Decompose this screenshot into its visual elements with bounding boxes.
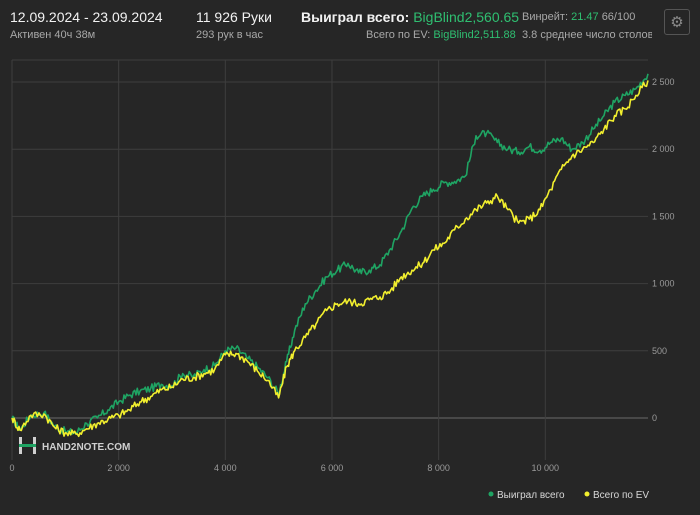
- hands-per-hour: 293 рук в час: [196, 29, 264, 41]
- y-tick-label: 500: [652, 346, 667, 356]
- legend-ev: Всего по EV: [593, 490, 649, 501]
- series-line-0: [11, 73, 649, 435]
- gear-icon[interactable]: ⚙: [664, 9, 690, 35]
- x-tick-label: 2 000: [107, 463, 130, 473]
- x-tick-label: 8 000: [427, 463, 450, 473]
- hands-count: 11 926 Руки: [196, 9, 272, 25]
- h2n-logo-icon: [19, 437, 36, 454]
- x-tick-label: 6 000: [321, 463, 344, 473]
- y-tick-label: 1 000: [652, 279, 675, 289]
- y-tick-label: 2 000: [652, 144, 675, 154]
- active-time: Активен 40ч 38м: [10, 29, 96, 41]
- legend-won: Выиграл всего: [497, 490, 565, 501]
- chart-legend: Выиграл всего Всего по EV: [488, 490, 649, 501]
- won-total-label: Выиграл всего:: [301, 9, 410, 25]
- ev-total: Всего по EV: BigBlind2,511.88: [366, 29, 516, 41]
- winrate-unit: 66/100: [601, 11, 636, 23]
- winrate-value: 21.47: [571, 11, 599, 23]
- ev-total-value: BigBlind2,511.88: [433, 29, 516, 41]
- winrate-label: Винрейт:: [522, 11, 569, 23]
- x-tick-label: 10 000: [532, 463, 560, 473]
- y-axis-ticks: 0 500 1 000 1 500 2 000 2 500: [652, 77, 675, 423]
- date-range: 12.09.2024 - 23.09.2024: [10, 9, 163, 25]
- watermark-text: HAND2NOTE.COM: [42, 442, 130, 453]
- won-total-value: BigBlind2,560.65: [413, 9, 520, 25]
- won-total: Выиграл всего: BigBlind2,560.65: [301, 9, 519, 25]
- winrate: Винрейт: 21.47 66/100: [522, 11, 635, 23]
- y-tick-label: 2 500: [652, 77, 675, 87]
- series-line-1: [11, 80, 649, 438]
- y-tick-label: 1 500: [652, 211, 675, 221]
- x-axis-ticks: 0 2 000 4 000 6 000 8 000 10 000: [9, 463, 559, 473]
- x-tick-label: 4 000: [214, 463, 237, 473]
- ev-total-label: Всего по EV:: [366, 29, 431, 41]
- legend-swatch-ev: [584, 491, 590, 497]
- avg-tables: 3.8 среднее число столов: [522, 29, 652, 41]
- y-tick-label: 0: [652, 413, 657, 423]
- chart-series: [11, 73, 649, 438]
- watermark: HAND2NOTE.COM: [19, 437, 130, 454]
- legend-swatch-won: [488, 491, 494, 497]
- chart-grid: [11, 59, 648, 460]
- x-tick-label: 0: [9, 463, 14, 473]
